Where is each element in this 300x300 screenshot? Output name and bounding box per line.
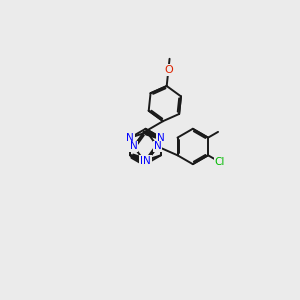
Text: N: N bbox=[143, 156, 151, 166]
Text: N: N bbox=[126, 133, 134, 142]
Text: N: N bbox=[140, 156, 148, 166]
Text: N: N bbox=[130, 142, 138, 152]
Text: N: N bbox=[126, 133, 134, 142]
Text: Cl: Cl bbox=[214, 157, 225, 167]
Text: O: O bbox=[164, 65, 173, 75]
Text: N: N bbox=[130, 142, 138, 152]
Text: N: N bbox=[140, 156, 148, 166]
Text: N: N bbox=[157, 133, 165, 142]
Text: O: O bbox=[164, 65, 173, 75]
Text: N: N bbox=[154, 142, 161, 152]
Text: N: N bbox=[157, 133, 165, 142]
Text: N: N bbox=[154, 142, 161, 152]
Text: N: N bbox=[143, 156, 151, 166]
Text: Cl: Cl bbox=[214, 157, 225, 167]
